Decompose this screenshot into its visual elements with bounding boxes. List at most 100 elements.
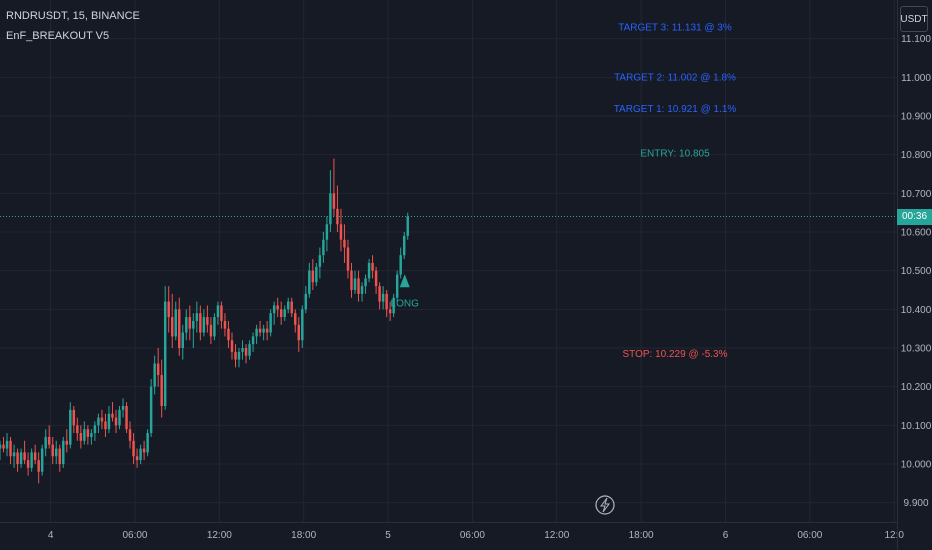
- candle-body: [76, 425, 79, 434]
- candle-body: [308, 270, 311, 294]
- x-tick-label: 06:00: [797, 530, 822, 541]
- candle-body: [19, 452, 23, 464]
- candle-body: [220, 305, 223, 321]
- candle-body: [107, 413, 111, 430]
- candle-body: [69, 409, 72, 445]
- candle-body: [339, 224, 343, 240]
- candle-body: [37, 460, 40, 472]
- candle-body: [79, 433, 83, 441]
- lightning-icon[interactable]: [595, 495, 615, 515]
- candle-body: [230, 340, 234, 352]
- candle-body: [325, 224, 329, 240]
- candle-body: [90, 433, 93, 437]
- candle-body: [227, 328, 230, 341]
- long-signal-label: LONG: [391, 298, 420, 309]
- candle-body: [269, 313, 272, 333]
- candle-body: [83, 429, 86, 441]
- candle-body: [223, 320, 227, 329]
- y-tick-label: 10.500: [901, 266, 932, 277]
- x-tick-label: 18:00: [291, 530, 316, 541]
- y-tick-label: 9.900: [903, 498, 928, 509]
- candle-body: [402, 235, 406, 256]
- candle-body: [12, 452, 16, 457]
- candle-body: [174, 309, 177, 337]
- candle-body: [142, 448, 146, 453]
- candle-body: [237, 351, 241, 360]
- y-tick-label: 10.400: [901, 305, 932, 316]
- candle-body: [65, 440, 69, 445]
- candle-body: [381, 293, 385, 302]
- candle-body: [62, 440, 65, 464]
- candle-body: [188, 317, 192, 329]
- candle-body: [395, 274, 399, 298]
- candle-body: [374, 270, 378, 287]
- candle-body: [178, 309, 181, 348]
- y-tick-label: 10.600: [901, 228, 932, 239]
- candle-body: [125, 406, 128, 430]
- candle-body: [336, 208, 339, 225]
- candle-body: [160, 375, 163, 406]
- candle-body: [202, 317, 206, 333]
- candle-body: [255, 328, 258, 337]
- candle-body: [185, 317, 188, 333]
- candle-body: [55, 448, 58, 457]
- candle-body: [149, 386, 153, 434]
- indicator-legend[interactable]: EnF_BREAKOUT V5: [6, 30, 110, 42]
- candle-body: [262, 328, 265, 333]
- candle-body: [0, 444, 2, 449]
- candle-body: [322, 239, 325, 256]
- candle-body: [135, 456, 139, 461]
- candle-body: [371, 262, 374, 271]
- currency-button[interactable]: USDT: [900, 6, 928, 32]
- candle-body: [209, 324, 213, 337]
- candle-body: [104, 421, 107, 430]
- candle-body: [399, 255, 402, 275]
- x-tick-label: 12:00: [207, 530, 232, 541]
- candle-body: [343, 239, 346, 248]
- current-price-tag: 00:36: [897, 208, 932, 225]
- annotations: TARGET 3: 11.131 @ 3% TARGET 2: 11.002 @ …: [0, 23, 897, 360]
- candle-body: [406, 216, 409, 236]
- candle-body: [146, 433, 149, 453]
- long-arrow-icon: [399, 274, 410, 288]
- candle-body: [51, 444, 54, 457]
- candle-body: [163, 301, 167, 406]
- candle-body: [244, 348, 248, 356]
- candle-body: [128, 429, 132, 441]
- candle-body: [9, 440, 12, 457]
- x-tick-label: 18:00: [629, 530, 654, 541]
- y-tick-label: 11.000: [901, 73, 931, 84]
- candle-body: [360, 286, 364, 294]
- candle-body: [346, 247, 350, 271]
- candle-body: [192, 320, 195, 329]
- candle-body: [30, 452, 33, 468]
- x-tick-label: 12:00: [544, 530, 569, 541]
- candle-body: [100, 417, 104, 422]
- candle-body: [33, 452, 37, 461]
- candle-body: [294, 313, 297, 325]
- y-tick-label: 10.200: [901, 382, 932, 393]
- y-tick-label: 10.100: [901, 421, 932, 432]
- candle-body: [364, 278, 367, 287]
- candle-body: [167, 301, 170, 318]
- candle-body: [357, 278, 360, 294]
- candle-body: [47, 436, 51, 445]
- candle-body: [283, 309, 286, 318]
- candle-body: [58, 448, 61, 464]
- candle-body: [16, 452, 19, 464]
- candle-body: [132, 440, 135, 457]
- candle-body: [297, 324, 300, 341]
- candle-body: [111, 413, 114, 418]
- candle-body: [97, 417, 100, 426]
- candle-body: [153, 363, 156, 387]
- candle-body: [139, 448, 142, 461]
- candle-body: [44, 436, 47, 449]
- candle-body: [388, 309, 392, 314]
- symbol-legend[interactable]: RNDRUSDT, 15, BINANCE: [6, 10, 140, 22]
- x-tick-label: 06:00: [122, 530, 147, 541]
- target-label: TARGET 2: 11.002 @ 1.8%: [614, 73, 736, 84]
- candle-body: [304, 293, 308, 310]
- candle-body: [114, 417, 118, 426]
